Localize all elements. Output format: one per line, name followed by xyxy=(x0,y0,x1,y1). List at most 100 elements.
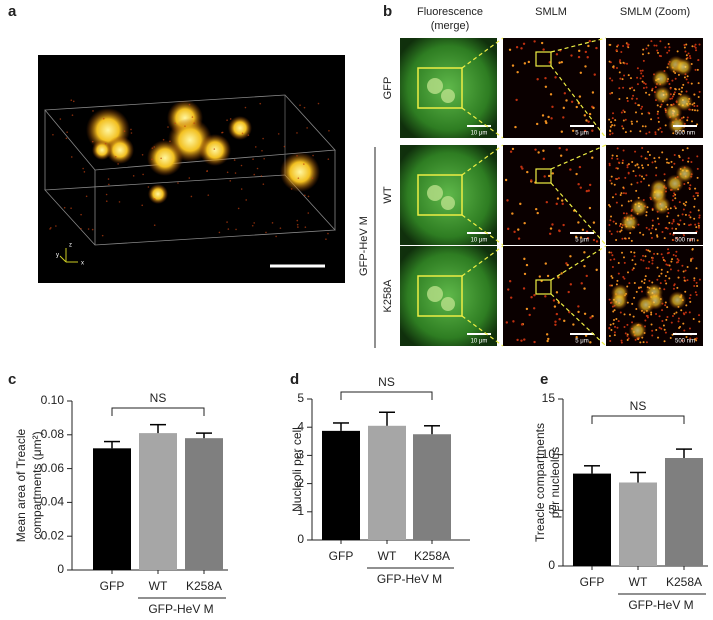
dot xyxy=(672,93,675,96)
dot xyxy=(647,249,650,252)
dot xyxy=(683,44,686,47)
dot xyxy=(105,193,108,196)
cluster xyxy=(674,57,693,76)
dot xyxy=(151,158,153,161)
dot xyxy=(697,82,700,85)
dot xyxy=(555,202,558,206)
dot xyxy=(692,195,695,198)
dot xyxy=(698,214,701,217)
dot xyxy=(667,212,670,215)
bar xyxy=(139,433,177,570)
nucleolus xyxy=(427,286,443,302)
dot xyxy=(588,206,592,210)
dot xyxy=(569,283,573,286)
zoom-line xyxy=(550,37,607,53)
dot xyxy=(234,172,237,174)
dot xyxy=(684,269,687,272)
zoom-line xyxy=(461,214,504,246)
dot xyxy=(626,164,629,167)
dot xyxy=(530,295,533,299)
dot xyxy=(650,236,653,239)
dot xyxy=(226,221,228,223)
dot xyxy=(655,313,658,316)
dot xyxy=(656,49,659,52)
dot xyxy=(609,130,612,133)
dot xyxy=(648,93,651,96)
dot xyxy=(609,258,612,261)
dot xyxy=(554,323,557,326)
dot xyxy=(636,181,639,184)
dot xyxy=(609,133,612,136)
dot xyxy=(677,276,680,279)
cluster xyxy=(630,198,649,217)
dot xyxy=(688,187,691,190)
dot xyxy=(263,157,265,160)
dot xyxy=(609,205,612,208)
dot xyxy=(660,253,663,256)
scale-bar-label: 10 μm xyxy=(471,238,488,244)
dot xyxy=(683,182,686,185)
dot xyxy=(538,275,541,278)
panel-label: a xyxy=(8,3,17,20)
dot xyxy=(226,171,229,174)
dot xyxy=(634,102,637,105)
dot xyxy=(670,260,673,263)
dot xyxy=(70,156,73,158)
dot xyxy=(579,71,583,74)
dot xyxy=(613,124,616,127)
dot xyxy=(70,99,73,102)
dot xyxy=(683,234,686,237)
dot xyxy=(609,125,612,128)
dot xyxy=(615,49,618,52)
dot xyxy=(532,307,536,310)
dot xyxy=(611,124,614,127)
dot xyxy=(660,272,663,275)
dot xyxy=(59,118,62,120)
dot xyxy=(581,228,585,231)
dot xyxy=(514,125,517,129)
dot xyxy=(623,74,626,77)
dot xyxy=(667,248,670,251)
dot xyxy=(325,238,327,240)
dot xyxy=(689,223,692,226)
dot xyxy=(636,83,639,86)
dot xyxy=(620,111,623,114)
dot xyxy=(690,82,693,85)
dot xyxy=(651,161,654,164)
dot xyxy=(591,315,594,318)
dot xyxy=(508,48,512,51)
dot xyxy=(682,208,685,211)
dot xyxy=(328,130,330,132)
dot xyxy=(611,254,614,257)
dot xyxy=(520,165,523,168)
dot xyxy=(627,43,630,46)
dot xyxy=(686,147,689,150)
dot xyxy=(80,213,82,216)
dot xyxy=(634,150,637,153)
dot xyxy=(658,326,661,329)
dot xyxy=(615,67,618,70)
scale-bar-label: 5 μm xyxy=(575,238,588,244)
dot xyxy=(587,189,590,192)
dot xyxy=(667,251,670,254)
dot xyxy=(85,195,88,198)
dot xyxy=(623,111,626,114)
y-tick-label: 0 xyxy=(57,562,64,576)
dot xyxy=(643,278,646,281)
dot xyxy=(589,316,592,319)
dot xyxy=(654,86,657,89)
zoom-line xyxy=(550,65,607,139)
dot xyxy=(522,287,526,290)
dot xyxy=(656,110,659,113)
dot xyxy=(662,259,665,262)
dot xyxy=(653,252,656,255)
dot xyxy=(695,192,698,195)
micrograph xyxy=(503,246,600,346)
dot xyxy=(626,97,629,100)
dot xyxy=(612,65,615,68)
dot xyxy=(641,105,644,108)
dot xyxy=(689,259,692,262)
dot xyxy=(620,51,623,54)
dot xyxy=(693,109,696,112)
dot xyxy=(683,279,686,282)
